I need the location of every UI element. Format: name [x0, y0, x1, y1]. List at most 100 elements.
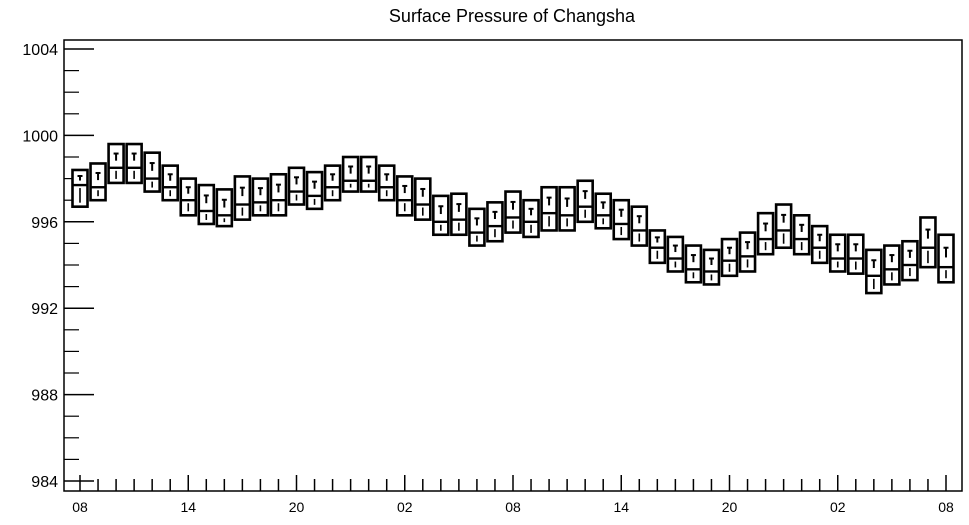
x-tick-label: 08 — [72, 499, 88, 515]
box-rect — [341, 155, 360, 193]
box-rect — [287, 166, 306, 206]
box-rect — [468, 207, 486, 247]
box-rect — [702, 248, 721, 286]
box-mark — [197, 183, 216, 226]
box-rect — [359, 155, 378, 193]
x-axis: 08 14 20 02 08 14 20 02 08 — [72, 475, 954, 515]
box-rect — [377, 164, 396, 202]
box-mark — [486, 201, 504, 243]
box-mark — [377, 164, 396, 202]
x-tick-label: 20 — [289, 499, 305, 515]
box-mark — [233, 175, 252, 221]
box-mark — [323, 164, 342, 202]
box-mark — [720, 237, 739, 278]
box-mark — [341, 155, 360, 193]
box-mark — [468, 207, 486, 247]
box-mark — [648, 229, 667, 265]
y-tick-label: 988 — [31, 388, 58, 405]
box-mark — [612, 198, 631, 241]
box-rect — [323, 164, 342, 202]
box-mark — [504, 190, 522, 234]
box-rect — [883, 244, 901, 286]
y-tick-label: 984 — [31, 474, 58, 491]
y-axis: 1004 1000 996 992 988 984 — [22, 42, 94, 491]
box-rect — [828, 233, 847, 273]
box-rect — [720, 237, 739, 278]
box-mark — [594, 192, 613, 230]
box-rect — [865, 248, 883, 295]
x-tick-label: 14 — [613, 499, 629, 515]
box-mark — [865, 248, 883, 295]
box-mark — [89, 162, 107, 202]
box-rect — [810, 224, 829, 265]
box-mark — [828, 233, 847, 273]
x-tick-label: 08 — [938, 499, 954, 515]
box-rect — [305, 170, 324, 211]
box-mark — [413, 177, 432, 221]
box-mark — [576, 179, 594, 224]
box-mark — [143, 151, 161, 193]
x-tick-label: 20 — [722, 499, 738, 515]
box-mark — [269, 172, 288, 217]
plot-frame — [63, 39, 963, 492]
box-mark — [287, 166, 306, 206]
box-rect — [594, 192, 613, 230]
x-tick-label: 02 — [397, 499, 413, 515]
box-rect — [576, 179, 594, 224]
box-mark — [558, 185, 576, 232]
box-mark — [395, 175, 414, 217]
box-mark — [774, 203, 793, 250]
box-rect — [107, 142, 125, 185]
box-rect — [486, 201, 504, 243]
y-tick-label: 1000 — [22, 128, 58, 145]
box-mark — [792, 214, 811, 256]
box-mark — [540, 185, 558, 232]
box-rect — [89, 162, 107, 202]
box-rect — [215, 188, 234, 228]
box-rect — [558, 185, 576, 232]
box-rect — [161, 164, 180, 202]
box-mark — [937, 233, 955, 284]
box-mark — [161, 164, 180, 202]
box-rect — [756, 211, 775, 256]
box-rect — [143, 151, 161, 193]
box-mark — [883, 244, 901, 286]
x-tick-label: 08 — [505, 499, 521, 515]
box-mark — [901, 239, 919, 282]
box-mark — [684, 244, 703, 284]
box-rect — [522, 198, 540, 239]
box-rect — [901, 239, 919, 282]
x-tick-label: 02 — [830, 499, 846, 515]
box-rect — [179, 177, 198, 217]
box-mark — [738, 231, 757, 273]
box-mark — [215, 188, 234, 228]
box-rect — [197, 183, 216, 226]
chart-title: Surface Pressure of Changsha — [389, 6, 636, 26]
box-mark — [756, 211, 775, 256]
box-mark — [107, 142, 125, 185]
box-rect — [432, 194, 450, 237]
box-rect — [504, 190, 522, 234]
box-mark — [359, 155, 378, 193]
box-rect — [937, 233, 955, 284]
box-rect — [684, 244, 703, 284]
box-mark — [630, 205, 649, 247]
box-rect — [450, 192, 468, 237]
box-rect — [792, 214, 811, 256]
box-mark — [179, 177, 198, 217]
box-mark — [251, 177, 270, 217]
box-rect — [738, 231, 757, 273]
box-mark — [71, 168, 89, 208]
y-tick-label: 992 — [31, 301, 58, 318]
box-rect — [666, 235, 685, 273]
box-mark — [666, 235, 685, 273]
box-mark — [846, 233, 865, 275]
box-rect — [233, 175, 252, 221]
box-rect — [395, 175, 414, 217]
box-mark — [919, 216, 937, 269]
box-series — [71, 142, 955, 295]
y-tick-label: 996 — [31, 215, 58, 232]
box-rect — [919, 216, 937, 269]
